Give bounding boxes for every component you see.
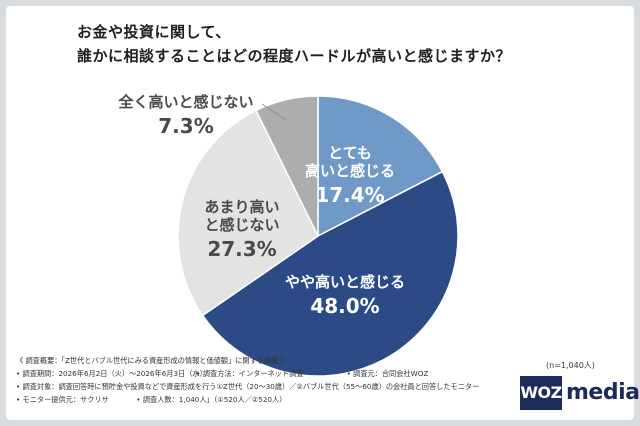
slice-not-high-at-all [255,95,319,237]
slice-somewhat-high [201,170,459,377]
survey-overview: 《 調査概要：「Z世代とバブル世代にみる資産形成の情報と価値観」に関する調査 》… [16,354,486,406]
slice-not-very-high [177,109,319,317]
chart-title: お金や投資に関して、 誰かに相談することはどの程度ハードルが高いと感じますか？ [77,20,597,68]
label-leader-line [261,103,287,121]
slice-not-high-at-all-label: 全く高いと感じない 7.3% [119,93,254,139]
logo-box: WOZ [520,376,562,410]
survey-method: • 調査方法：インターネット調査 [196,369,304,378]
survey-provider: • モニター提供元：サクリサ [16,395,109,404]
slice-not-very-high-text: あまり高い [204,197,280,216]
sample-size-note: (n=1,040人) [546,361,595,370]
survey-title: 《 調査概要：「Z世代とバブル世代にみる資産形成の情報と価値観」に関する調査 》 [16,356,288,365]
slice-not-very-high-label: あまり高い と感じない 27.3% [205,198,280,263]
survey-target: • 調査対象：調査回答時に預貯金や投資などで資産形成を行う①Z世代（20〜30歳… [16,382,480,391]
survey-period: • 調査期間：2026年6月2日（火）〜2026年6月3日（水） [16,369,207,378]
slice-very-high-text-2: 高いと感じる [305,162,396,181]
slice-not-very-high-text-2: と感じない [204,216,280,235]
logo-text: media [566,380,640,405]
slice-somewhat-high-text: やや高いと感じる [285,273,406,291]
slice-not-very-high-value: 27.3% [207,237,277,261]
slice-very-high-value: 17.4% [315,183,385,207]
survey-organizer: • 調査元：合同会社WOZ [346,369,429,378]
slice-somewhat-high-value: 48.0% [310,293,380,318]
slice-very-high-label: とても 高いと感じる 17.4% [305,144,395,209]
slice-very-high-text: とても [328,143,372,162]
slice-somewhat-high-label: やや高いと感じる 48.0% [285,273,405,319]
survey-count: • 調査人数：1,040人」（①520人／②520人） [136,395,287,404]
slice-very-high [317,95,444,238]
slice-not-high-at-all-text: 全く高いと感じない [118,93,254,111]
chart-title-line-2: 誰かに相談することはどの程度ハードルが高いと感じますか？ [77,47,512,65]
chart-title-line-1: お金や投資に関して、 [77,23,231,41]
slice-not-high-at-all-value: 7.3% [158,113,214,138]
